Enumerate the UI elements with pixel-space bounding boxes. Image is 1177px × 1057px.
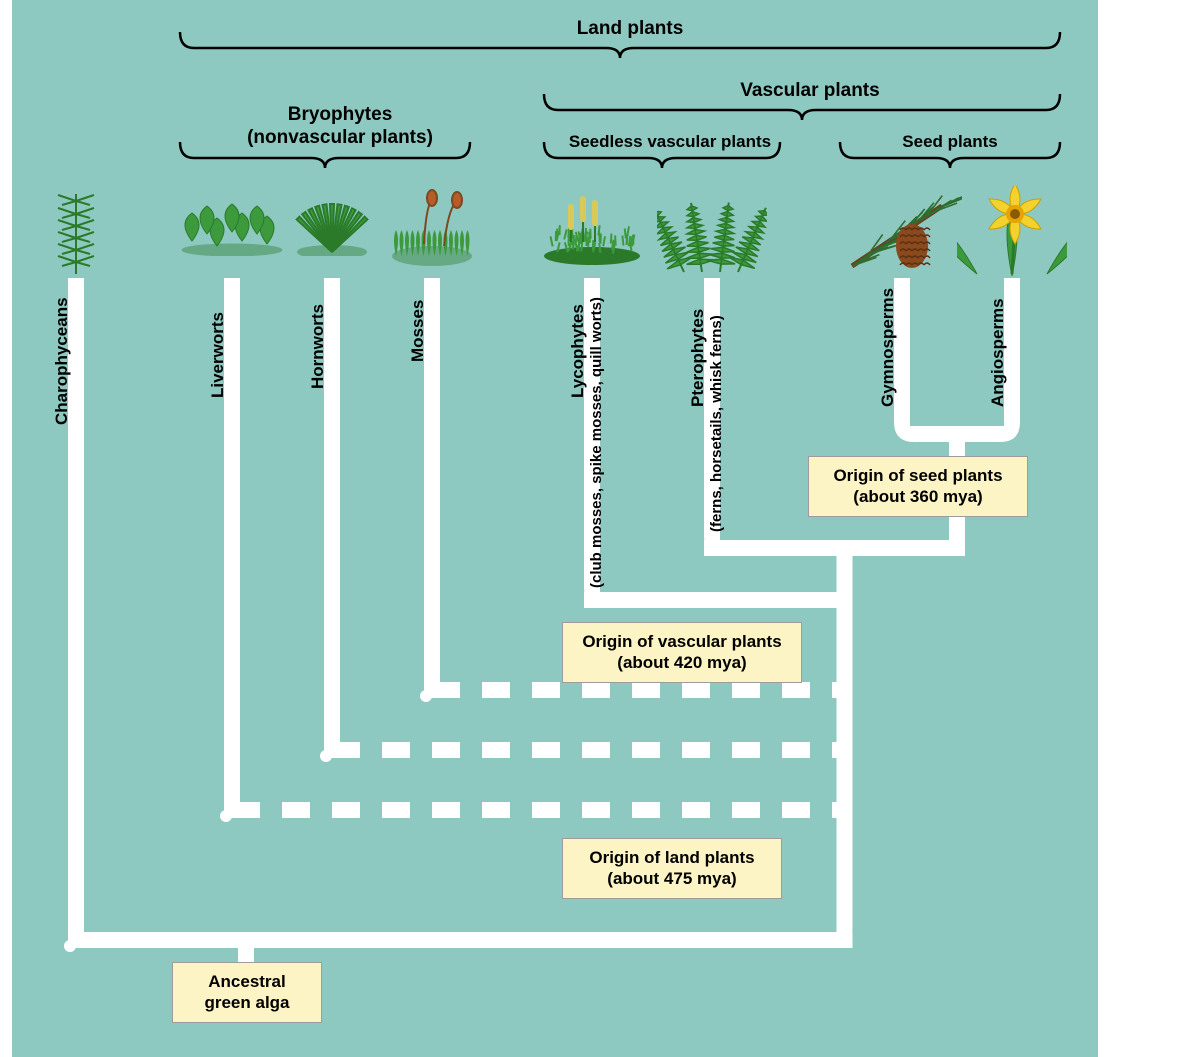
leaf-label-gymnosperms: Gymnosperms [878,288,898,407]
plant-pterophytes [657,186,767,276]
node-seed-origin: Origin of seed plants(about 360 mya) [808,456,1028,517]
node-land-origin: Origin of land plants(about 475 mya) [562,838,782,899]
bracket-bryophytes-label: Bryophytes(nonvascular plants) [200,104,480,150]
node-vascular-origin: Origin of vascular plants(about 420 mya) [562,622,802,683]
node-ancestral-alga: Ancestralgreen alga [172,962,322,1023]
bar-lyco [584,592,853,608]
leaf-label-liverworts: Liverworts [208,312,228,398]
leaf-label-hornworts: Hornworts [308,304,328,389]
leaf-sublabel-lycophytes: (club mosses, spike mosses, quill worts) [588,297,605,588]
bracket-land-plants-label: Land plants [500,18,760,41]
plant-angiosperms [957,186,1067,281]
leaf-label-charophyceans: Charophyceans [52,297,72,425]
bracket-seedless-vascular-label: Seedless vascular plants [540,132,800,152]
leaf-sublabel-pterophytes: (ferns, horsetails, whisk ferns) [708,315,725,532]
plant-gymnosperms [842,186,962,276]
bracket-vascular-label: Vascular plants [700,80,920,103]
bracket-seed-plants-label: Seed plants [850,132,1050,152]
bar-pterid [704,540,965,556]
plant-charophyceans [41,186,111,276]
leaf-label-lycophytes: Lycophytes [568,304,588,398]
leaf-label-angiosperms: Angiosperms [988,298,1008,407]
plant-liverworts [177,186,287,256]
plant-hornworts [287,186,377,256]
leaf-label-mosses: Mosses [408,300,428,362]
leaf-label-pterophytes: Pterophytes [688,309,708,407]
plant-mosses [382,186,482,266]
bar-root [68,932,853,948]
plant-lycophytes [537,186,647,266]
